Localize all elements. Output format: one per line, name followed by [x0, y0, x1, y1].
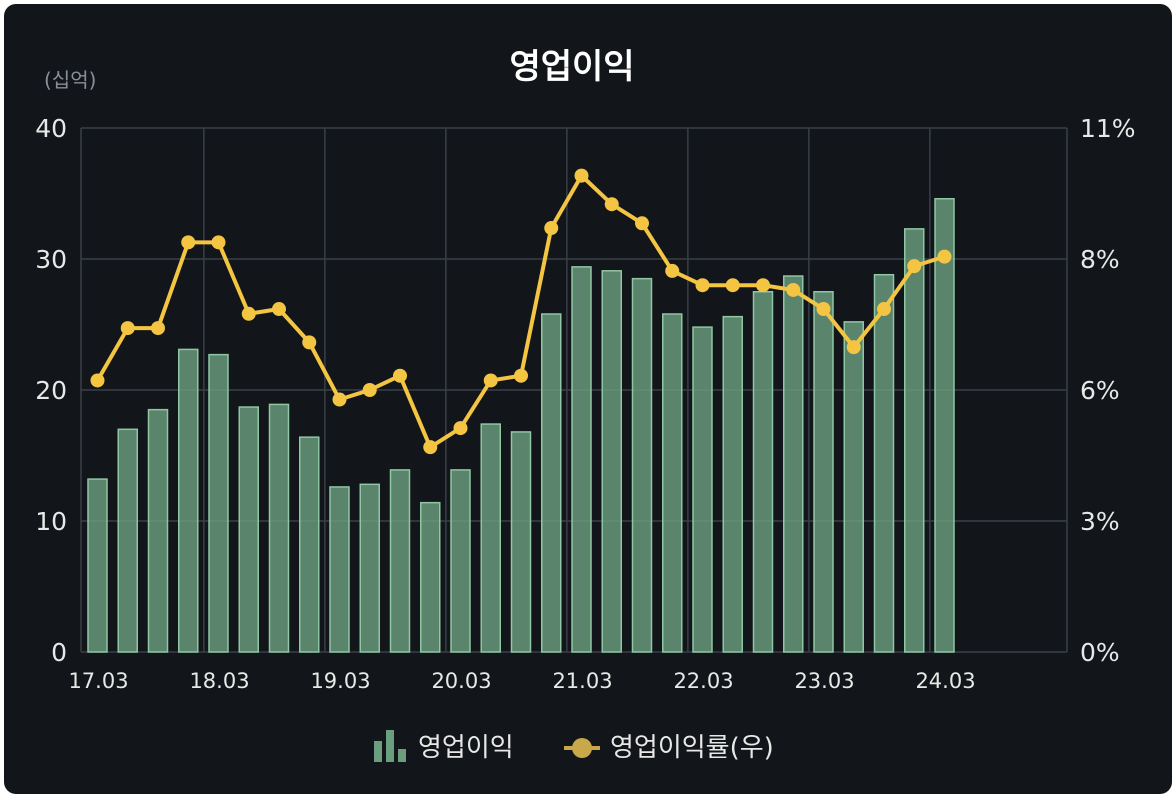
bar-19.03[interactable]: [329, 486, 350, 653]
point-21.12[interactable]: [665, 263, 680, 278]
chart-title: 영업이익: [509, 47, 634, 87]
bar-23.03[interactable]: [813, 291, 834, 653]
right-axis-tick-label: 3%: [1080, 507, 1120, 536]
x-axis-tick-label: 22.03: [673, 669, 733, 693]
point-18.12[interactable]: [302, 335, 317, 350]
point-22.12[interactable]: [786, 282, 801, 297]
left-axis-tick-label: 20: [35, 376, 67, 405]
right-axis-tick-label: 6%: [1080, 376, 1120, 405]
bar-23.12[interactable]: [904, 228, 925, 653]
bar-22.12[interactable]: [783, 275, 804, 653]
x-axis-tick-label: 23.03: [794, 669, 854, 693]
bar-series: [87, 197, 955, 653]
bar-21.06[interactable]: [601, 270, 622, 653]
left-axis-tick-label: 40: [35, 114, 67, 143]
right-axis-labels: 0% 3% 6% 8% 11%: [1080, 114, 1136, 667]
point-21.03[interactable]: [574, 168, 589, 183]
bar-21.03[interactable]: [571, 266, 592, 653]
bar-19.06[interactable]: [359, 483, 380, 653]
point-23.12[interactable]: [907, 259, 922, 274]
x-axis-labels: 17.03 18.03 19.03 20.03 21.03 22.03 23.03 24.03: [68, 669, 975, 693]
bar-18.09[interactable]: [268, 403, 290, 653]
point-17.12[interactable]: [181, 235, 196, 250]
bar-21.12[interactable]: [662, 313, 683, 653]
bar-17.03[interactable]: [87, 478, 108, 653]
bar-20.03[interactable]: [450, 469, 471, 653]
point-21.09[interactable]: [635, 216, 649, 231]
x-axis-tick-label: 24.03: [915, 669, 975, 693]
left-axis-tick-label: 0: [51, 638, 67, 667]
point-18.03[interactable]: [211, 235, 226, 250]
point-17.09[interactable]: [151, 321, 165, 336]
line-marker-icon: [564, 738, 600, 758]
point-20.06[interactable]: [483, 373, 498, 388]
bar-18.12[interactable]: [299, 436, 320, 653]
point-20.09[interactable]: [514, 368, 528, 383]
bar-19.09[interactable]: [389, 469, 411, 653]
bar-22.09[interactable]: [752, 291, 774, 653]
right-axis-tick-label: 0%: [1080, 638, 1120, 667]
bar-chart-icon: [374, 730, 406, 762]
bar-21.09[interactable]: [631, 277, 653, 653]
point-17.03[interactable]: [90, 373, 105, 388]
point-22.03[interactable]: [695, 278, 710, 293]
right-axis-tick-label: 11%: [1080, 114, 1136, 143]
point-21.06[interactable]: [604, 197, 619, 212]
point-23.03[interactable]: [816, 302, 831, 317]
left-axis-tick-label: 30: [35, 245, 67, 274]
bar-20.09[interactable]: [510, 431, 532, 653]
left-axis-labels: 0 10 20 30 40: [35, 114, 67, 667]
bar-20.06[interactable]: [480, 423, 501, 653]
x-axis-tick-label: 17.03: [68, 669, 128, 693]
bar-20.12[interactable]: [541, 313, 562, 653]
point-24.03[interactable]: [937, 249, 952, 264]
point-22.09[interactable]: [756, 278, 770, 293]
bar-19.12[interactable]: [420, 501, 441, 653]
chart-card: 영업이익 (십억) 0 10 20 30 40 0% 3% 6% 8% 11% 17.03 18.…: [4, 4, 1172, 794]
point-18.09[interactable]: [272, 302, 286, 317]
bar-18.06[interactable]: [238, 406, 259, 653]
bar-23.06[interactable]: [843, 321, 864, 653]
point-19.06[interactable]: [362, 383, 377, 397]
legend: 영업이익 영업이익률(우): [374, 730, 774, 763]
grid: [80, 127, 1068, 653]
x-axis-tick-label: 19.03: [310, 669, 370, 693]
point-17.06[interactable]: [120, 321, 135, 336]
point-23.09[interactable]: [877, 302, 891, 317]
point-19.12[interactable]: [423, 440, 438, 455]
bar-17.12[interactable]: [178, 348, 199, 653]
x-axis-tick-label: 18.03: [189, 669, 249, 693]
bar-17.06[interactable]: [117, 428, 138, 653]
point-19.03[interactable]: [332, 392, 347, 407]
legend-label-operating-profit: 영업이익: [418, 733, 514, 763]
right-axis-tick-label: 8%: [1080, 245, 1120, 274]
bar-24.03[interactable]: [934, 197, 955, 653]
left-axis-tick-label: 10: [35, 507, 67, 536]
legend-label-operating-margin: 영업이익률(우): [610, 733, 774, 763]
legend-item-operating-profit[interactable]: 영업이익: [374, 730, 514, 763]
bar-22.06[interactable]: [722, 315, 743, 653]
operating-profit-chart: 영업이익 (십억) 0 10 20 30 40 0% 3% 6% 8% 11% 17.03 18.…: [35, 47, 1136, 763]
point-22.06[interactable]: [725, 278, 740, 293]
point-20.03[interactable]: [453, 421, 468, 436]
bar-18.03[interactable]: [208, 353, 229, 653]
legend-item-operating-margin[interactable]: 영업이익률(우): [564, 733, 774, 763]
bar-17.09[interactable]: [147, 408, 169, 653]
point-20.12[interactable]: [544, 221, 559, 236]
x-axis-tick-label: 21.03: [552, 669, 612, 693]
left-axis-unit: (십억): [44, 68, 96, 92]
bar-22.03[interactable]: [692, 326, 713, 653]
bar-23.09[interactable]: [873, 273, 895, 653]
point-19.09[interactable]: [393, 368, 407, 383]
point-23.06[interactable]: [846, 340, 861, 355]
line-series: [90, 168, 952, 455]
point-18.06[interactable]: [241, 306, 256, 321]
x-axis-tick-label: 20.03: [431, 669, 491, 693]
